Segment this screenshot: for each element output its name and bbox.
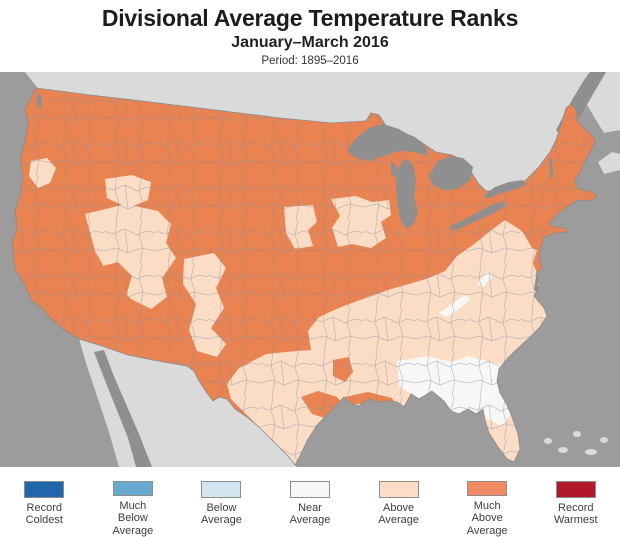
legend-label-much-above-average: Much Above Average	[466, 500, 508, 537]
legend-label-below-average: Below Average	[201, 502, 242, 527]
legend-label-record-warmest: Record Warmest	[553, 502, 598, 527]
legend-item-above-average: Above Average	[354, 467, 443, 537]
legend-label-much-below-average: Much Below Average	[112, 500, 154, 537]
legend-swatch-record-coldest	[24, 481, 65, 498]
map-canvas	[0, 72, 620, 467]
lake-huron	[429, 156, 473, 190]
chesapeake-bay	[534, 276, 539, 292]
lake-champlain	[549, 158, 553, 178]
legend-item-below-average: Below Average	[177, 467, 266, 537]
legend: Record Coldest Much Below Average Below …	[0, 467, 620, 537]
lake-michigan	[396, 159, 418, 229]
lake-superior	[347, 124, 428, 161]
lake-ontario	[484, 180, 526, 199]
legend-swatch-near-average	[290, 481, 331, 498]
bahamas-islands	[544, 431, 608, 455]
legend-item-much-below-average: Much Below Average	[89, 467, 178, 537]
canada-landmass	[25, 72, 620, 196]
gulf-of-california	[94, 350, 152, 467]
legend-item-record-coldest: Record Coldest	[0, 467, 89, 537]
legend-swatch-below-average	[201, 481, 242, 498]
us-outline	[11, 87, 598, 466]
page-title: Divisional Average Temperature Ranks	[101, 5, 519, 31]
legend-swatch-above-average	[378, 481, 419, 498]
lake-erie	[449, 201, 506, 231]
legend-label-near-average: Near Average	[289, 502, 331, 527]
period-of-record: Period: 1895–2016	[261, 55, 359, 68]
green-bay	[391, 161, 397, 180]
great-lakes	[37, 92, 553, 292]
page-subtitle: January–March 2016	[231, 34, 389, 52]
legend-swatch-much-below-average	[112, 481, 153, 497]
legend-swatch-record-warmest	[555, 481, 596, 498]
legend-swatch-much-above-average	[467, 481, 508, 497]
legend-item-near-average: Near Average	[266, 467, 355, 537]
legend-label-record-coldest: Record Coldest	[25, 502, 63, 527]
map-header: Divisional Average Temperature Ranks Jan…	[0, 0, 620, 67]
puget-sound	[37, 92, 42, 110]
legend-item-much-above-average: Much Above Average	[443, 467, 532, 537]
legend-item-record-warmest: Record Warmest	[531, 467, 620, 537]
nova-scotia-landmass	[598, 152, 620, 174]
legend-label-above-average: Above Average	[378, 502, 419, 527]
us-divisional-map	[0, 72, 620, 467]
